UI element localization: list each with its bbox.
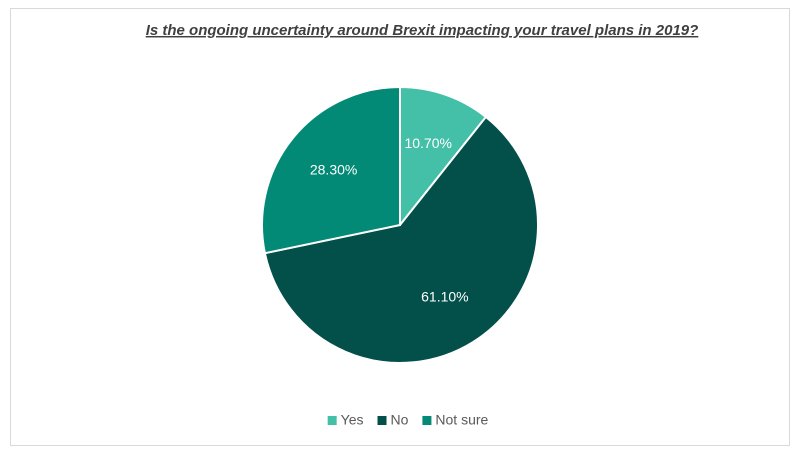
data-label: 61.10% xyxy=(421,289,468,305)
data-label: 10.70% xyxy=(404,135,451,151)
pie-slice xyxy=(261,85,401,255)
chart-title: Is the ongoing uncertainty around Brexit… xyxy=(146,22,699,39)
legend-swatch xyxy=(327,416,337,425)
legend-label: No xyxy=(391,412,409,428)
pie-slice xyxy=(399,85,488,228)
pie-slice xyxy=(263,115,539,364)
legend-label: Yes xyxy=(341,412,364,428)
legend-swatch xyxy=(422,416,432,425)
legend-swatch xyxy=(377,416,387,425)
legend-label: Not sure xyxy=(435,412,488,428)
data-label: 28.30% xyxy=(310,162,357,178)
